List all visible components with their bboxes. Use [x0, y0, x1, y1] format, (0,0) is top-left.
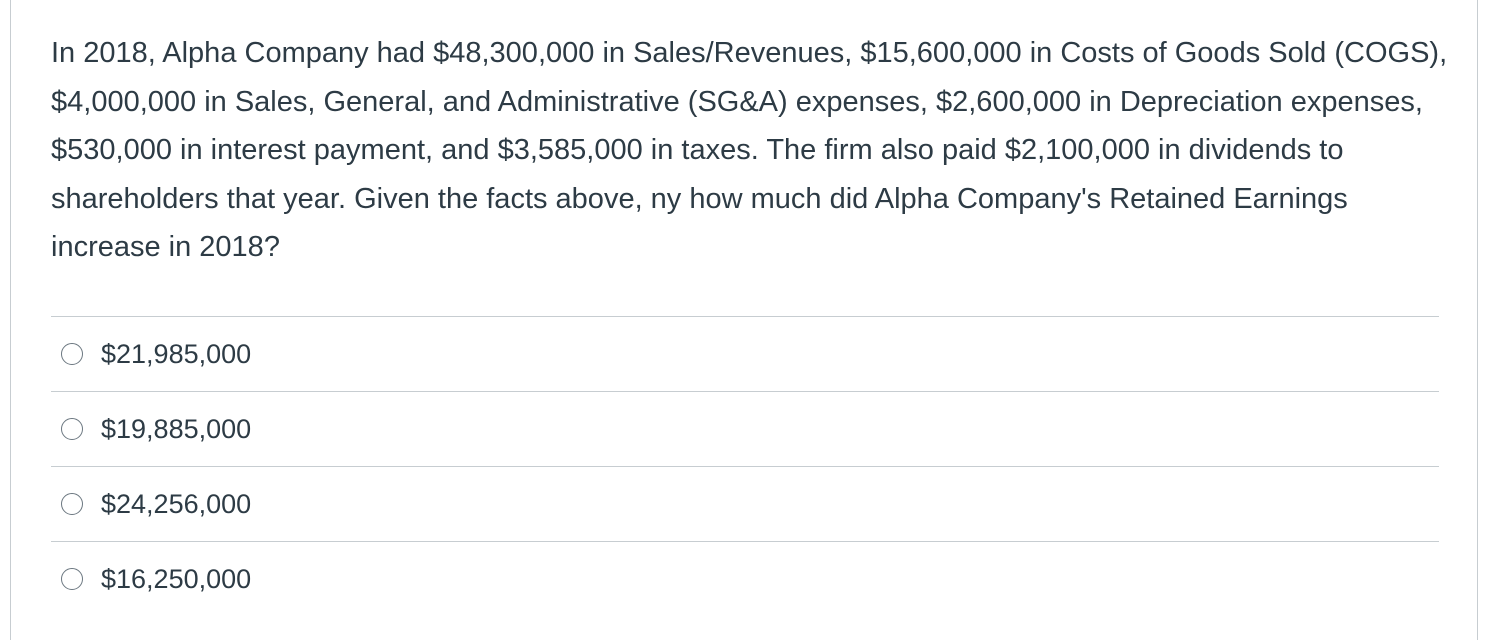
answer-label: $16,250,000 — [101, 564, 252, 594]
radio-button-icon[interactable] — [61, 343, 83, 365]
answer-label: $19,885,000 — [101, 414, 252, 444]
answer-label: $21,985,000 — [101, 339, 252, 369]
answer-option-4[interactable]: $16,250,000 — [51, 541, 1439, 616]
radio-button-icon[interactable] — [61, 493, 83, 515]
radio-button-icon[interactable] — [61, 568, 83, 590]
answer-option-1[interactable]: $21,985,000 — [51, 316, 1439, 391]
answer-label: $24,256,000 — [101, 489, 252, 519]
answer-option-3[interactable]: $24,256,000 — [51, 466, 1439, 541]
radio-button-icon[interactable] — [61, 418, 83, 440]
answer-option-2[interactable]: $19,885,000 — [51, 391, 1439, 466]
question-text: In 2018, Alpha Company had $48,300,000 i… — [51, 37, 1448, 263]
answer-list: $21,985,000 $19,885,000 $24,256,000 $16,… — [51, 316, 1439, 616]
quiz-question-card: In 2018, Alpha Company had $48,300,000 i… — [10, 0, 1478, 640]
